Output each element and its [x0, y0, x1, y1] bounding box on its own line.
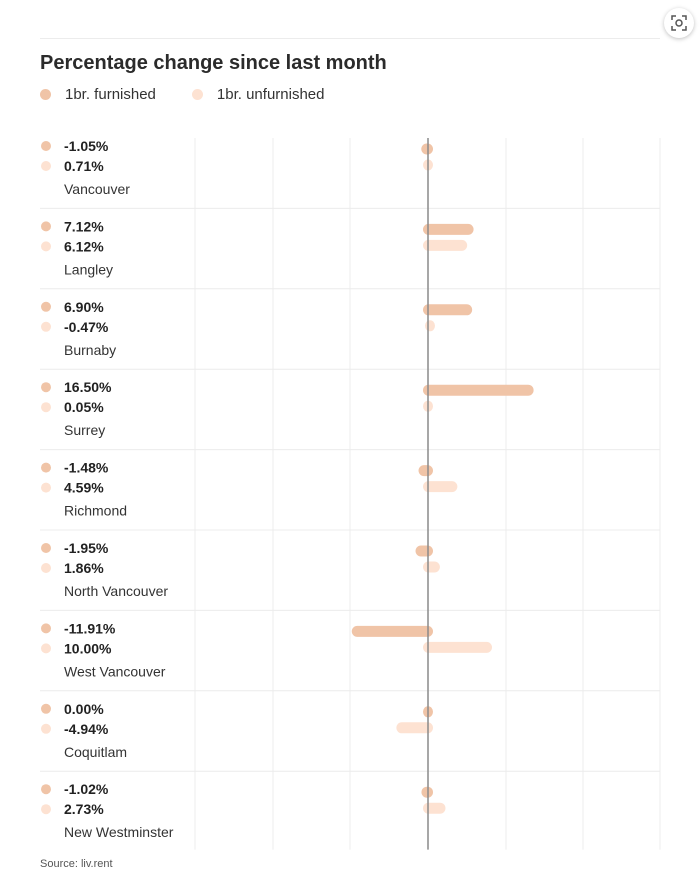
unfurnished-dot	[41, 723, 51, 734]
city-label: West Vancouver	[64, 663, 166, 679]
chart-title: Percentage change since last month	[40, 52, 387, 74]
unfurnished-value-label: 4.59%	[64, 480, 104, 496]
furnished-value-label: -1.95%	[64, 540, 109, 556]
furnished-dot	[41, 543, 51, 553]
unfurnished-value-label: 6.12%	[64, 238, 104, 254]
legend-label-unfurnished: 1br. unfurnished	[216, 86, 325, 103]
city-label: Burnaby	[64, 342, 116, 358]
unfurnished-bar	[396, 722, 433, 734]
furnished-value-label: -1.48%	[64, 460, 109, 476]
furnished-value-label: 6.90%	[64, 299, 104, 315]
furnished-value-label: 0.00%	[64, 701, 104, 717]
legend: 1br. furnished 1br. unfurnished	[40, 86, 360, 103]
unfurnished-dot	[41, 241, 51, 252]
furnished-value-label: 7.12%	[64, 218, 104, 234]
legend-item-furnished: 1br. furnished	[40, 86, 156, 103]
unfurnished-dot	[41, 643, 51, 654]
unfurnished-value-label: 0.05%	[64, 399, 104, 415]
unfurnished-bar	[423, 239, 468, 251]
legend-item-unfurnished: 1br. unfurnished	[191, 86, 325, 103]
screenshot-button[interactable]	[664, 8, 694, 38]
city-label: Langley	[64, 261, 113, 277]
city-label: Richmond	[64, 503, 127, 519]
screenshot-icon	[671, 15, 687, 31]
unfurnished-bar	[423, 481, 458, 493]
unfurnished-dot	[41, 321, 51, 332]
legend-label-furnished: 1br. furnished	[65, 86, 156, 103]
furnished-bar	[418, 465, 433, 477]
furnished-value-label: -1.02%	[64, 781, 109, 797]
city-label: Coquitlam	[64, 744, 127, 760]
furnished-value-label: 16.50%	[64, 379, 112, 395]
unfurnished-value-label: 1.86%	[64, 560, 104, 576]
furnished-bar	[421, 143, 433, 155]
unfurnished-dot	[41, 482, 51, 493]
furnished-dot	[41, 221, 51, 232]
furnished-bar	[423, 223, 474, 235]
source-note: Source: liv.rent	[40, 858, 113, 870]
furnished-dot	[41, 141, 51, 151]
unfurnished-dot	[41, 804, 51, 815]
unfurnished-bar	[424, 320, 435, 332]
furnished-bar	[351, 625, 433, 637]
furnished-dot	[41, 703, 51, 714]
furnished-dot	[41, 784, 51, 795]
furnished-dot	[41, 301, 51, 312]
legend-dot-unfurnished	[191, 89, 203, 100]
top-divider	[40, 38, 660, 39]
furnished-dot	[41, 623, 51, 634]
city-label: Surrey	[64, 422, 105, 438]
city-label: Vancouver	[64, 181, 130, 197]
unfurnished-dot	[41, 402, 51, 413]
unfurnished-value-label: -4.94%	[64, 721, 109, 737]
furnished-value-label: -11.91%	[64, 620, 116, 636]
unfurnished-bar	[423, 561, 440, 573]
furnished-dot	[41, 462, 51, 473]
unfurnished-value-label: 2.73%	[64, 801, 104, 817]
city-label: New Westminster	[64, 824, 174, 840]
furnished-bar	[423, 304, 473, 316]
furnished-value-label: -1.05%	[64, 138, 109, 154]
unfurnished-dot	[41, 563, 51, 573]
unfurnished-bar	[423, 802, 446, 814]
furnished-bar	[423, 384, 534, 396]
unfurnished-value-label: 0.71%	[64, 158, 104, 174]
unfurnished-value-label: -0.47%	[64, 319, 109, 335]
furnished-bar	[415, 545, 433, 557]
furnished-bar	[421, 786, 433, 798]
unfurnished-value-label: 10.00%	[64, 640, 112, 656]
city-label: North Vancouver	[64, 583, 168, 599]
legend-dot-furnished	[40, 89, 51, 100]
unfurnished-dot	[41, 161, 51, 171]
unfurnished-bar	[423, 641, 492, 653]
furnished-dot	[41, 382, 51, 393]
